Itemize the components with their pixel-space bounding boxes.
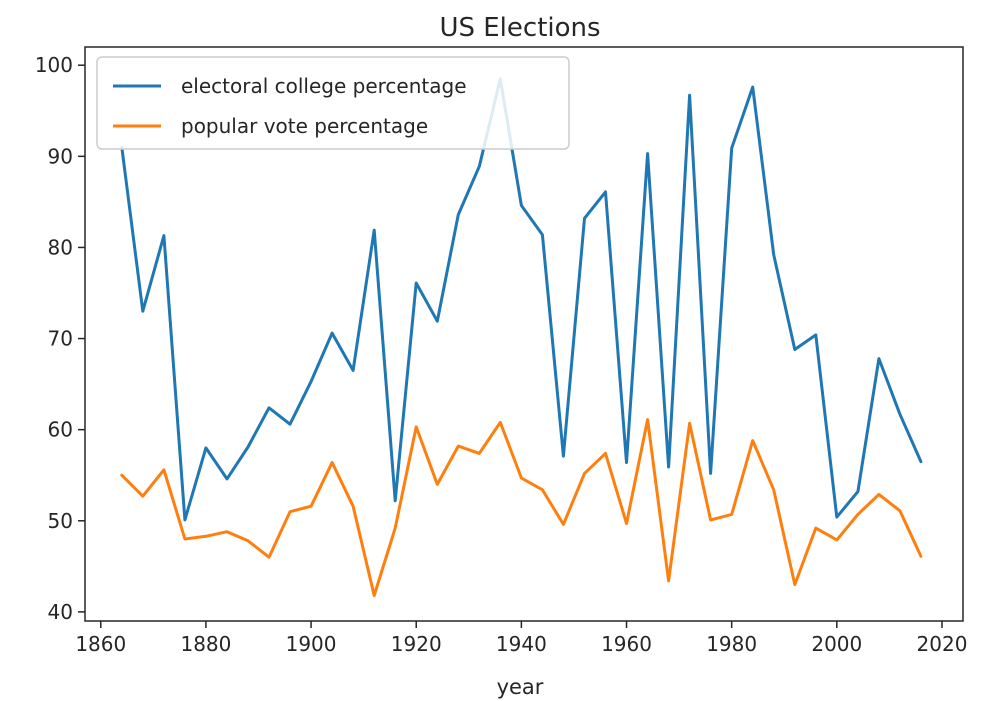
series-line-0 [120, 77, 923, 522]
plot-frame [84, 46, 964, 622]
y-tick-label: 50 [48, 509, 73, 533]
x-tick-label: 2000 [811, 632, 862, 656]
legend-label-0: electoral college percentage [181, 74, 467, 98]
y-tick-label: 100 [35, 53, 73, 77]
y-tick-label: 70 [48, 327, 73, 351]
x-tick-label: 1880 [180, 632, 231, 656]
x-tick-label: 2020 [917, 632, 968, 656]
y-tick-label: 60 [48, 418, 73, 442]
legend-label-1: popular vote percentage [181, 114, 428, 138]
y-tick-label: 40 [48, 600, 73, 624]
series-line-1 [120, 418, 923, 597]
legend: electoral college percentage popular vote… [96, 56, 570, 150]
x-tick-label: 1900 [286, 632, 337, 656]
x-tick-label: 1980 [706, 632, 757, 656]
y-tick-label: 90 [48, 144, 73, 168]
legend-box [96, 56, 570, 150]
x-axis-label: year [497, 675, 544, 699]
x-tick-label: 1940 [496, 632, 547, 656]
plot-area: 1860 1880 1900 1920 1940 1960 1980 2000 2020 40 50… [35, 46, 968, 656]
x-tick-label: 1960 [601, 632, 652, 656]
x-tick-label: 1920 [391, 632, 442, 656]
chart-title: US Elections [439, 13, 600, 43]
x-tick-label: 1860 [75, 632, 126, 656]
y-tick-label: 80 [48, 235, 73, 259]
